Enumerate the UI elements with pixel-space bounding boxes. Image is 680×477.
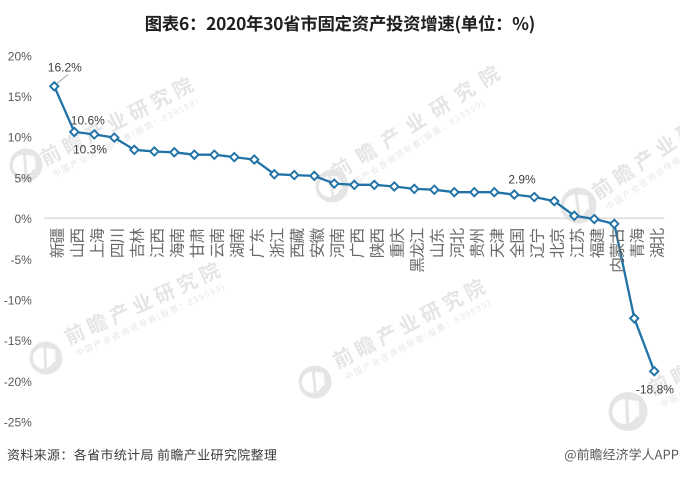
svg-text:10.6%: 10.6% (71, 113, 105, 127)
svg-text:-15%: -15% (4, 334, 32, 348)
svg-text:10.3%: 10.3% (73, 143, 107, 157)
svg-text:15%: 15% (8, 90, 32, 104)
svg-text:2.9%: 2.9% (508, 172, 536, 186)
svg-text:-5%: -5% (10, 253, 32, 267)
svg-text:5%: 5% (14, 171, 32, 185)
svg-text:-18.8%: -18.8% (636, 383, 674, 397)
svg-text:-10%: -10% (4, 294, 32, 308)
svg-text:10%: 10% (8, 131, 32, 145)
svg-text:20%: 20% (8, 49, 32, 63)
svg-text:-25%: -25% (4, 416, 32, 430)
svg-text:0%: 0% (14, 212, 32, 226)
svg-text:-20%: -20% (4, 375, 32, 389)
svg-text:16.2%: 16.2% (48, 61, 82, 75)
